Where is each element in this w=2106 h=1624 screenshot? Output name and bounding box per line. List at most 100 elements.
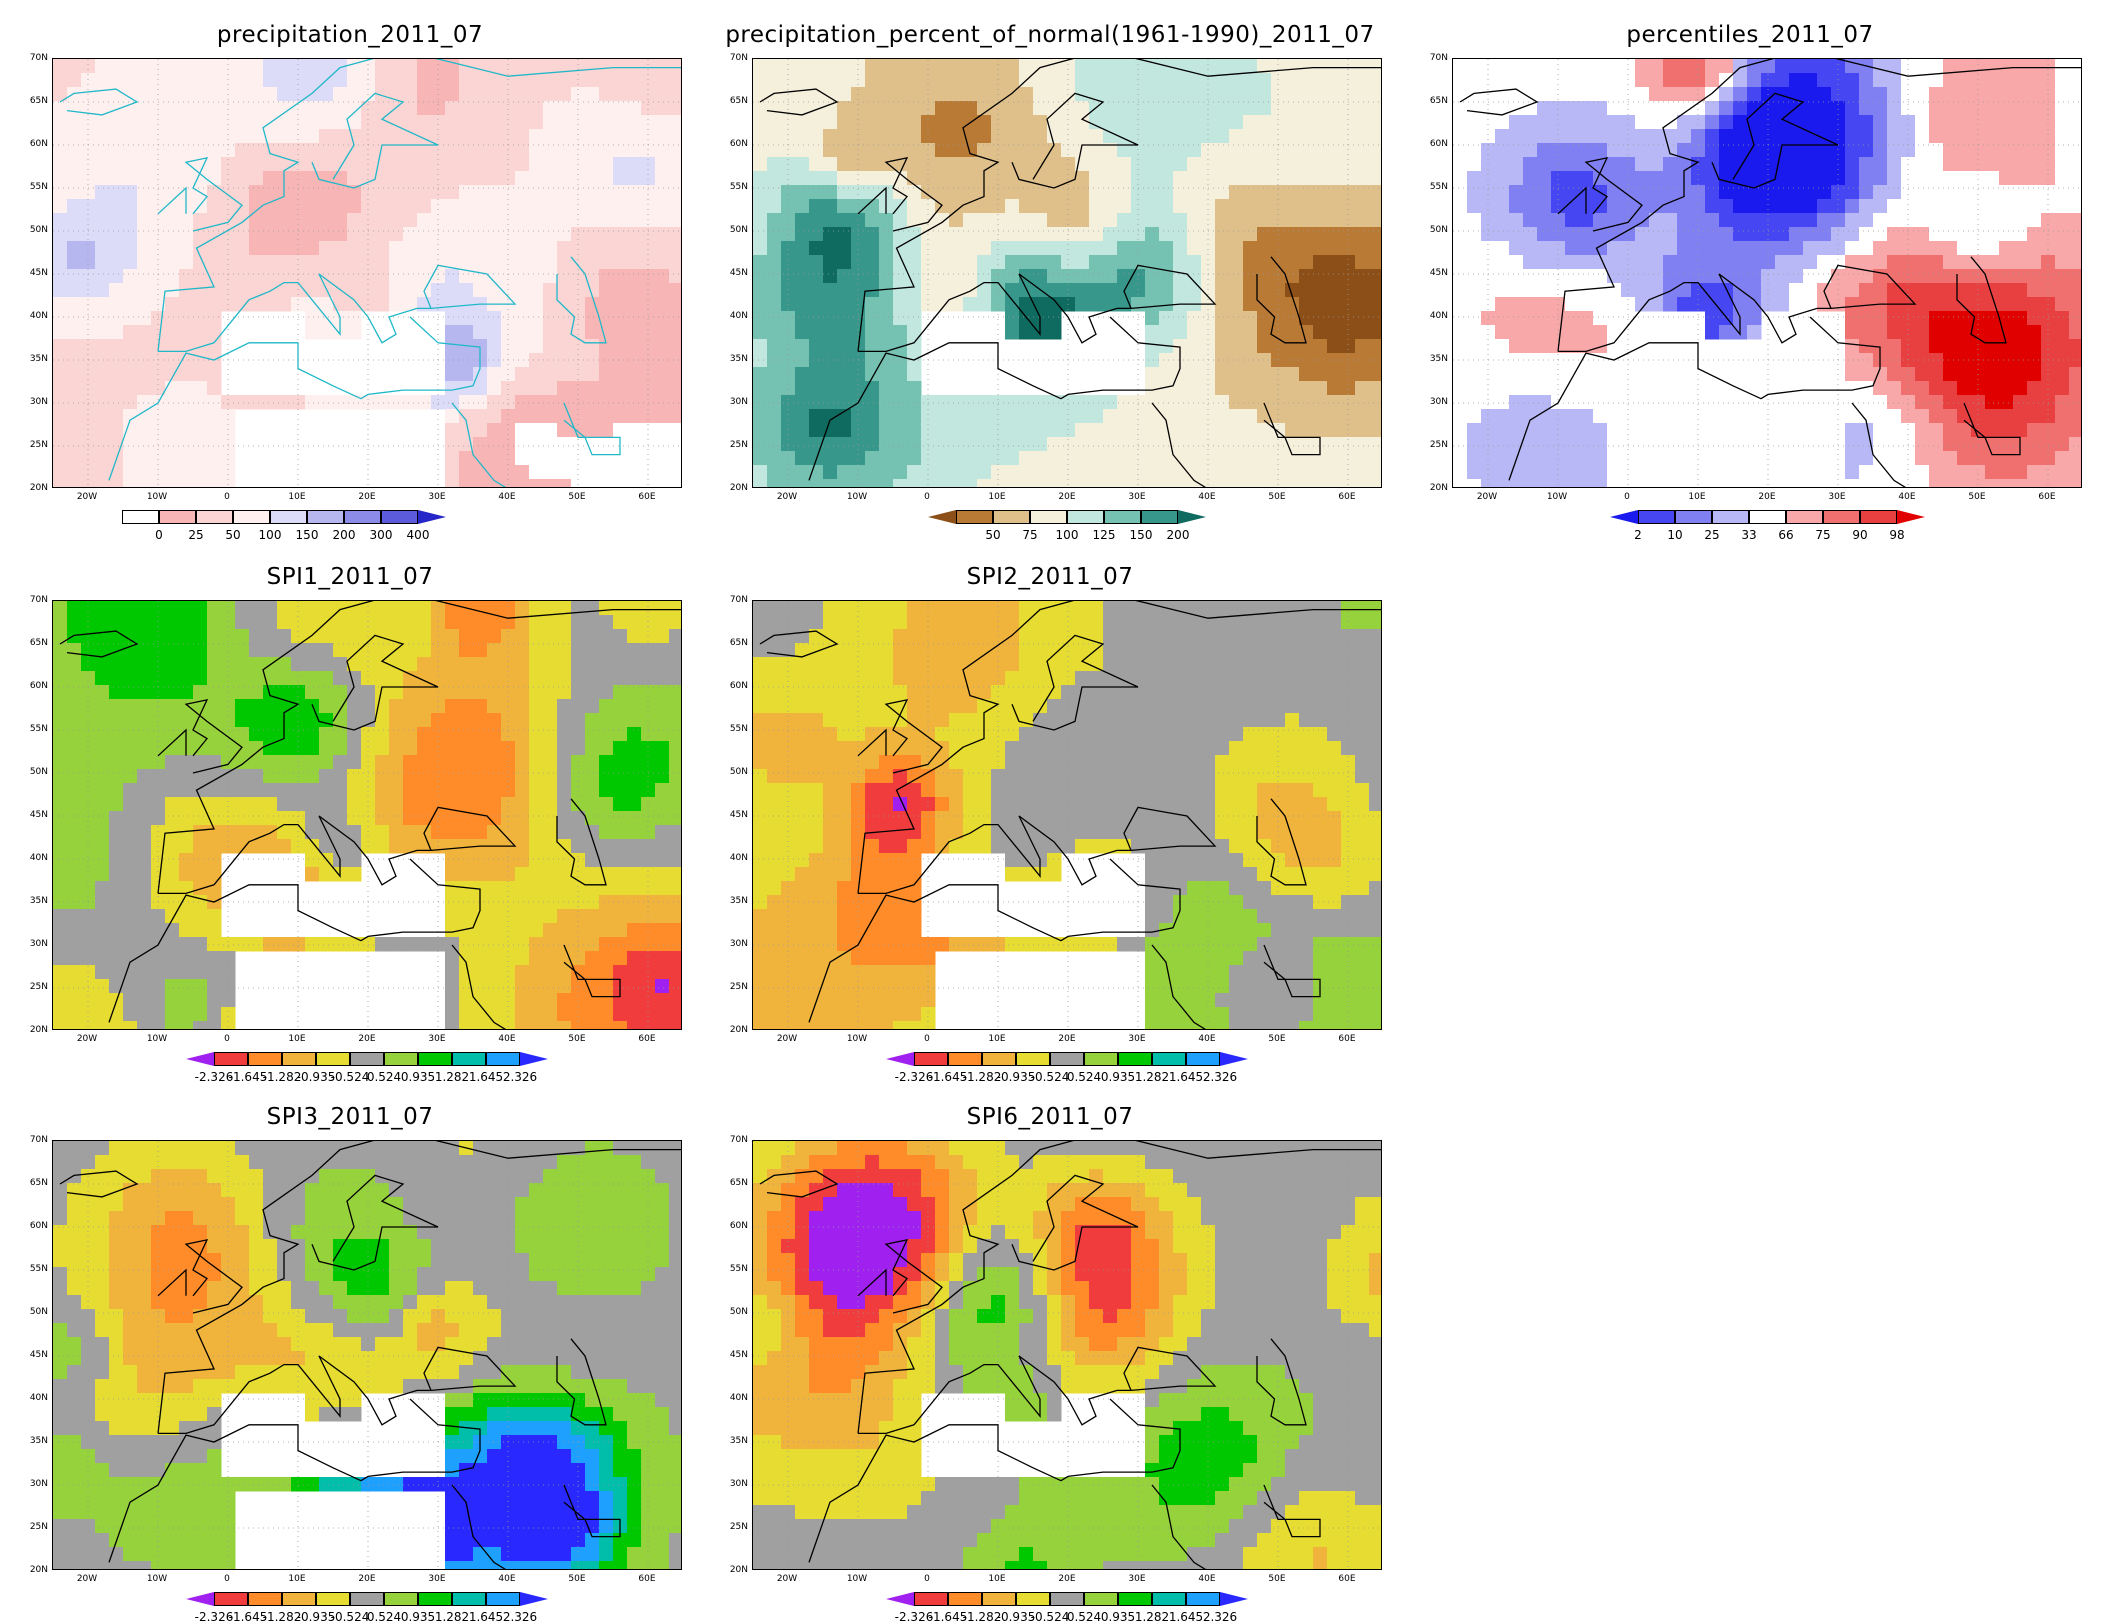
lat-tick-label: 45N xyxy=(702,810,748,820)
lon-tick-label: 30E xyxy=(1128,492,1145,502)
lon-tick-label: 20E xyxy=(358,492,375,502)
colorbar-label: -0.524 xyxy=(1031,1070,1070,1084)
lat-tick-label: 25N xyxy=(1402,440,1448,450)
panel-title: SPI2_2011_07 xyxy=(700,564,1400,590)
lon-tick-label: 50E xyxy=(1268,1034,1285,1044)
colorbar-swatch xyxy=(350,1592,384,1606)
colorbar-right-arrow xyxy=(1178,510,1206,524)
lon-tick-label: 40E xyxy=(1198,1034,1215,1044)
lat-tick-label: 70N xyxy=(2,53,48,63)
lon-tick-label: 20E xyxy=(358,1574,375,1584)
colorbar-swatch xyxy=(956,510,993,524)
lat-tick-label: 55N xyxy=(1402,182,1448,192)
colorbar-label: 0.935 xyxy=(401,1610,435,1624)
lon-tick-label: 10E xyxy=(288,1034,305,1044)
lat-tick-label: 30N xyxy=(2,397,48,407)
colorbar-swatch xyxy=(214,1052,248,1066)
lon-tick-label: 0 xyxy=(1624,492,1630,502)
colorbar-swatch xyxy=(486,1592,520,1606)
lon-tick-label: 20W xyxy=(77,492,97,502)
lon-tick-label: 20E xyxy=(1058,1034,1075,1044)
lat-tick-label: 45N xyxy=(702,1350,748,1360)
lat-tick-label: 30N xyxy=(702,397,748,407)
colorbar-swatch xyxy=(1050,1592,1084,1606)
lat-tick-label: 70N xyxy=(702,53,748,63)
lon-tick-label: 20W xyxy=(777,1034,797,1044)
colorbar-swatch xyxy=(1118,1592,1152,1606)
lat-tick-label: 55N xyxy=(2,724,48,734)
colorbar-swatch xyxy=(344,510,381,524)
lon-tick-label: 10W xyxy=(1547,492,1567,502)
colorbar-swatch xyxy=(982,1592,1016,1606)
colorbar-label: 2.326 xyxy=(1203,1070,1237,1084)
colorbar-label: 150 xyxy=(296,528,319,542)
colorbar-swatch xyxy=(1030,510,1067,524)
map-frame xyxy=(52,1140,682,1570)
colorbar-left-arrow xyxy=(1610,510,1638,524)
lat-tick-label: 60N xyxy=(702,139,748,149)
colorbar-swatch xyxy=(1050,1052,1084,1066)
colorbar-right-arrow xyxy=(1897,510,1925,524)
colorbar-label: 10 xyxy=(1667,528,1682,542)
lon-tick-label: 0 xyxy=(924,1574,930,1584)
lon-tick-label: 60E xyxy=(638,1034,655,1044)
colorbar-label: -2.326 xyxy=(195,1070,234,1084)
colorbar-label: 200 xyxy=(333,528,356,542)
colorbar-label: 400 xyxy=(407,528,430,542)
map-field xyxy=(53,59,682,488)
lat-tick-label: 35N xyxy=(2,1436,48,1446)
map-field xyxy=(753,59,1382,488)
lat-tick-label: 25N xyxy=(702,440,748,450)
panel-title: SPI1_2011_07 xyxy=(0,564,700,590)
colorbar-label: -0.935 xyxy=(997,1610,1036,1624)
lat-tick-label: 65N xyxy=(702,96,748,106)
colorbar-swatch xyxy=(381,510,418,524)
lon-tick-label: 10E xyxy=(988,1034,1005,1044)
lon-tick-label: 60E xyxy=(1338,492,1355,502)
colorbar-label: 1.282 xyxy=(435,1070,469,1084)
colorbar-label: 1.282 xyxy=(435,1610,469,1624)
lon-tick-label: 10W xyxy=(147,1034,167,1044)
map-field xyxy=(753,1141,1382,1570)
lat-tick-label: 70N xyxy=(702,595,748,605)
lat-tick-label: 40N xyxy=(2,1393,48,1403)
map-field xyxy=(53,1141,682,1570)
map-frame xyxy=(1452,58,2082,488)
colorbar-label: 50 xyxy=(985,528,1000,542)
lat-tick-label: 55N xyxy=(2,182,48,192)
lat-tick-label: 50N xyxy=(2,225,48,235)
lat-tick-label: 30N xyxy=(2,1479,48,1489)
map-frame xyxy=(52,600,682,1030)
colorbar-label: 150 xyxy=(1130,528,1153,542)
lat-tick-label: 45N xyxy=(1402,268,1448,278)
colorbar-swatch xyxy=(350,1052,384,1066)
lon-tick-label: 0 xyxy=(924,1034,930,1044)
colorbar-swatch xyxy=(270,510,307,524)
colorbar-swatch xyxy=(196,510,233,524)
lat-tick-label: 25N xyxy=(702,1522,748,1532)
colorbar-label: 98 xyxy=(1889,528,1904,542)
panel-title: precipitation_percent_of_normal(1961-199… xyxy=(700,22,1400,48)
colorbar-label: 0.524 xyxy=(367,1610,401,1624)
panel-title: SPI6_2011_07 xyxy=(700,1104,1400,1130)
lat-tick-label: 40N xyxy=(1402,311,1448,321)
colorbar-label: -1.282 xyxy=(963,1070,1002,1084)
lat-tick-label: 55N xyxy=(702,182,748,192)
colorbar-label: -2.326 xyxy=(895,1610,934,1624)
colorbar-left-arrow xyxy=(886,1592,914,1606)
colorbar-label: 1.645 xyxy=(469,1610,503,1624)
colorbar-label: -1.282 xyxy=(263,1070,302,1084)
lat-tick-label: 20N xyxy=(702,483,748,493)
colorbar-label: 33 xyxy=(1741,528,1756,542)
lon-tick-label: 60E xyxy=(1338,1034,1355,1044)
colorbar-label: 0 xyxy=(155,528,163,542)
colorbar-swatch xyxy=(384,1052,418,1066)
panel-percent-of-normal: precipitation_percent_of_normal(1961-199… xyxy=(700,18,1400,538)
lat-tick-label: 40N xyxy=(702,311,748,321)
colorbar-swatch xyxy=(307,510,344,524)
